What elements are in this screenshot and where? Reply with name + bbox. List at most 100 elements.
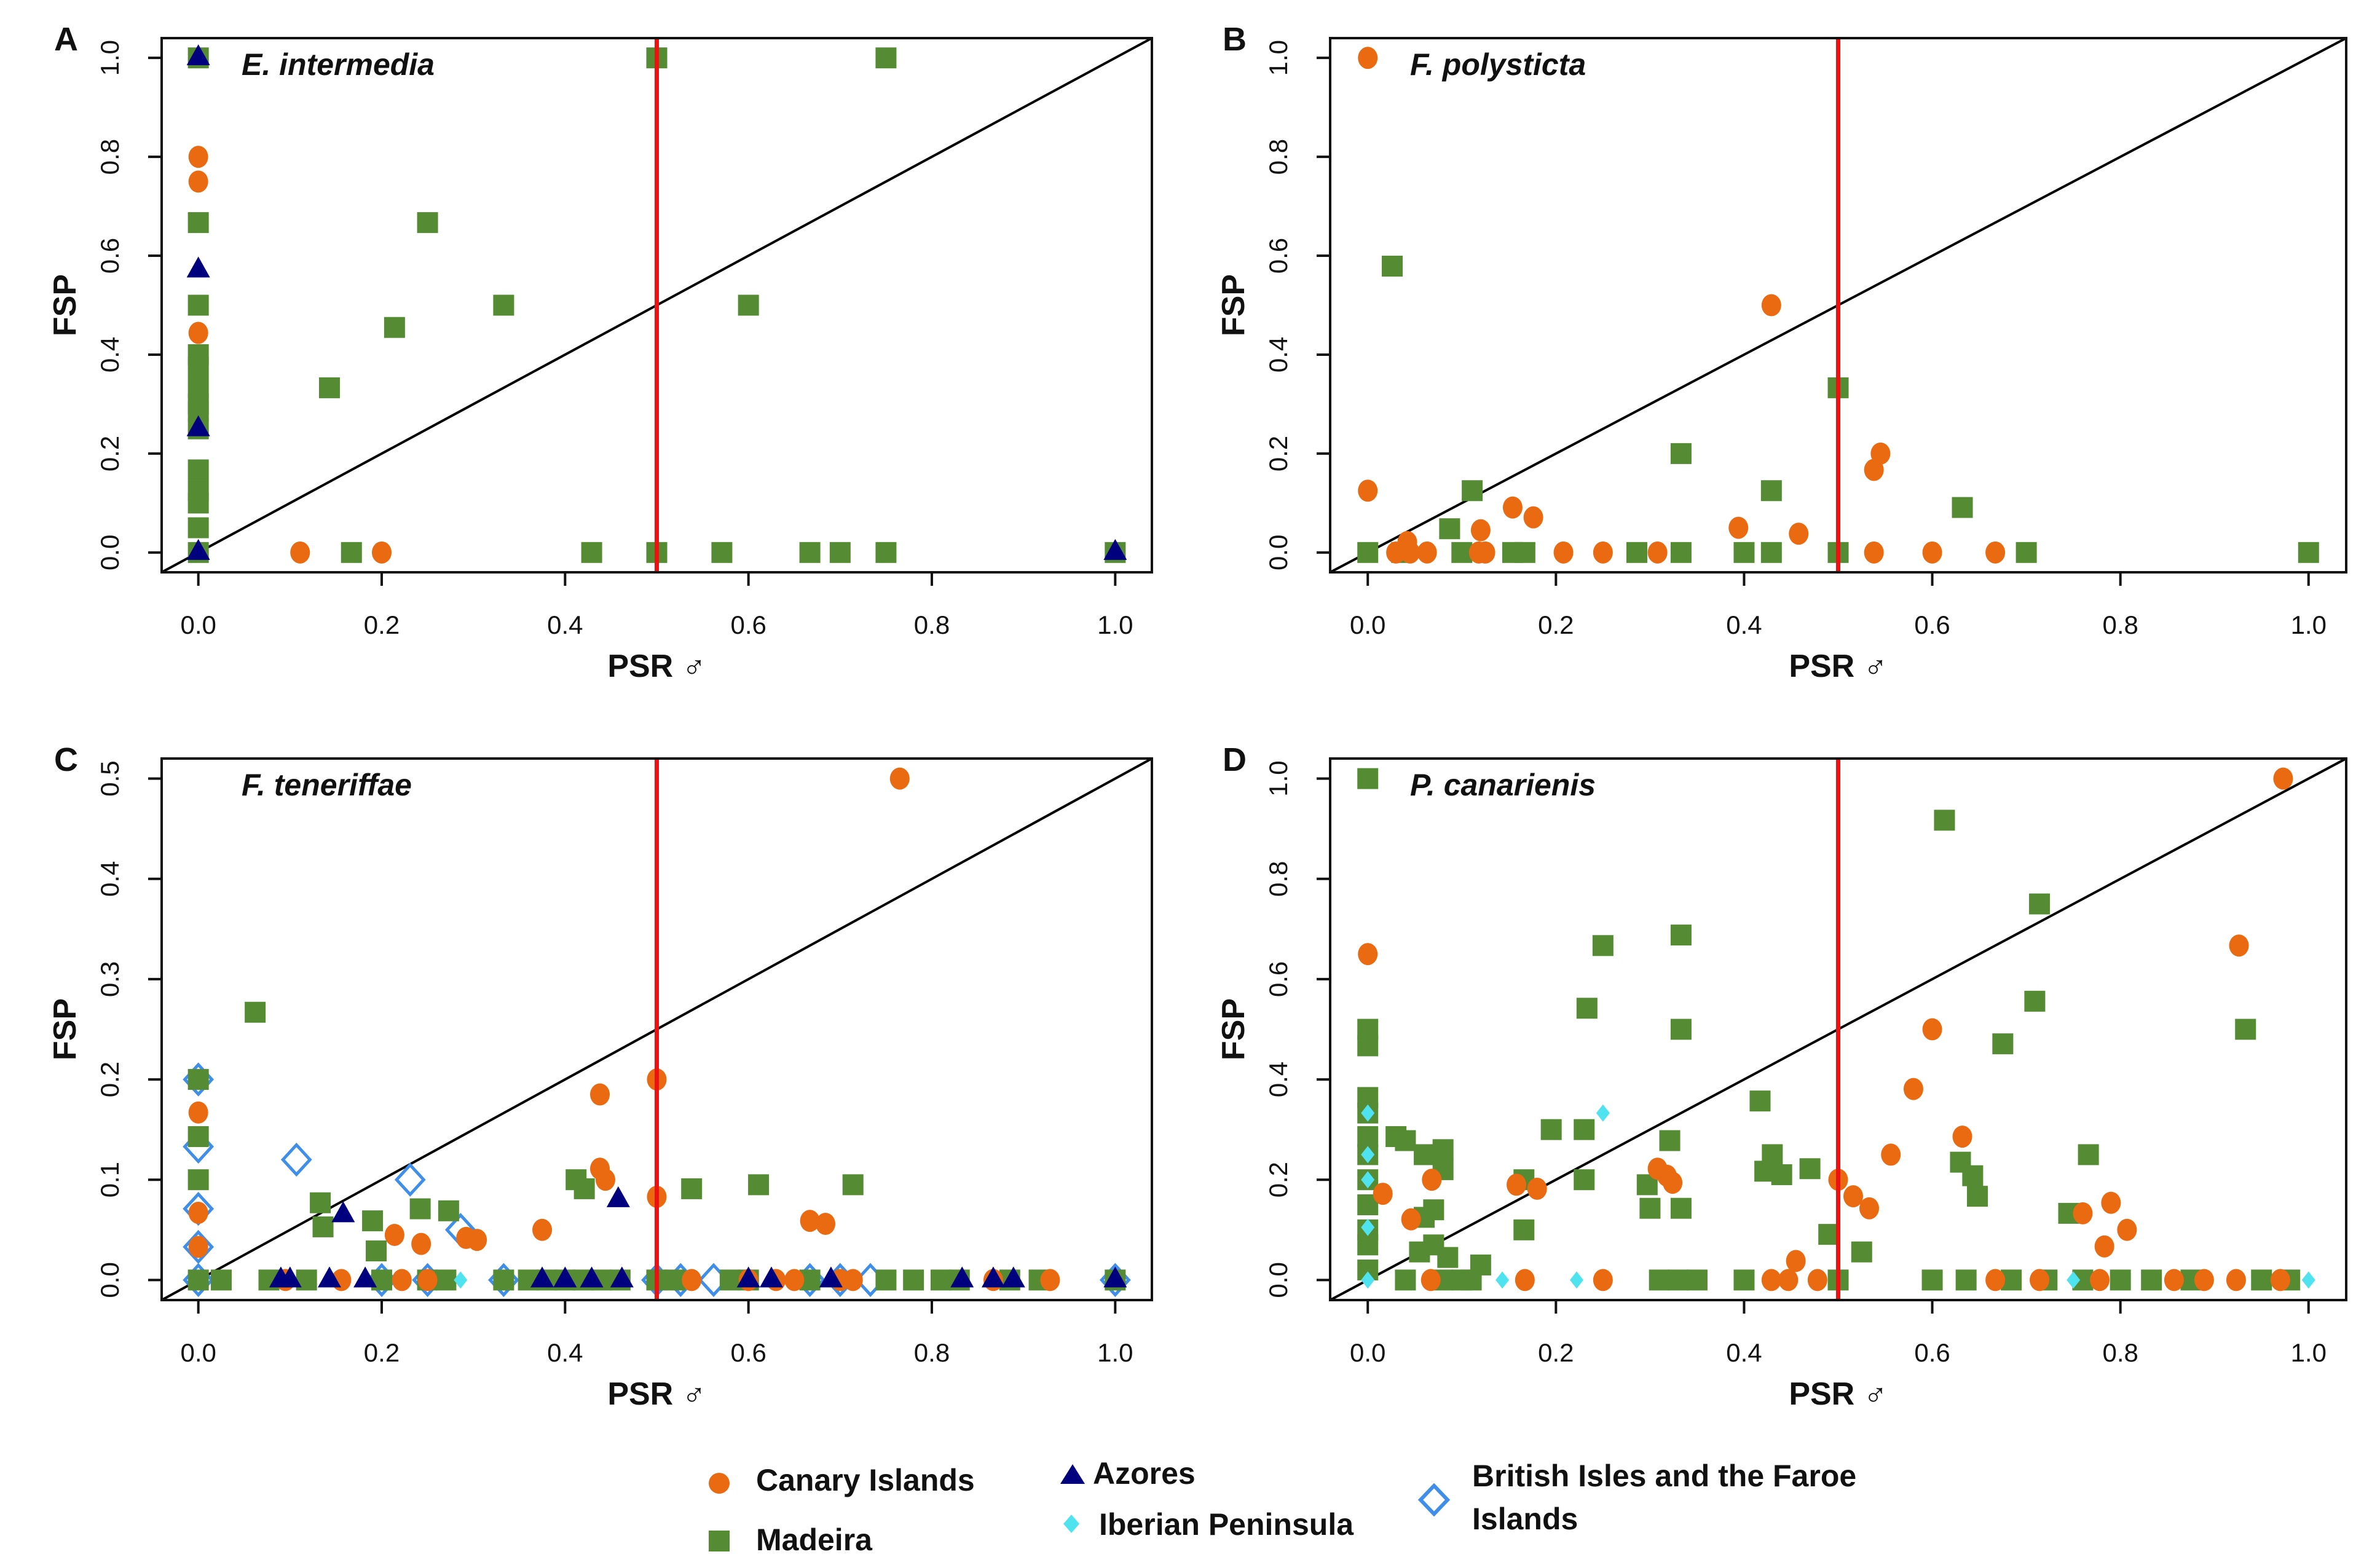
point-azores (736, 1266, 760, 1288)
point-canary (188, 146, 208, 168)
panel-d: 0.0 0.2 0.4 0.6 0.8 1.0 0.0 0.2 0.4 0.6 0.8 1.0 PSR … (1216, 741, 2347, 1412)
x-tick-label: 1.0 (2291, 1338, 2327, 1367)
point-iberian (2301, 1271, 2315, 1289)
point-azores (353, 1266, 377, 1288)
y-tick-label: 0.4 (1264, 1062, 1293, 1097)
point-canary (2101, 1191, 2121, 1214)
point-azores (331, 1201, 355, 1223)
y-tick-label: 0.0 (1264, 535, 1293, 570)
point-canary (800, 1210, 820, 1232)
point-canary (2030, 1269, 2050, 1291)
x-axis-label: PSR ♂ (607, 648, 706, 684)
x-tick-label: 1.0 (1097, 1338, 1133, 1367)
point-madeira (187, 1126, 209, 1148)
point-madeira (573, 1178, 595, 1199)
y-tick-label: 0.2 (95, 436, 124, 471)
point-canary (532, 1218, 553, 1241)
point-canary (1864, 459, 1884, 481)
point-madeira (875, 542, 897, 563)
y-tick-label: 0.0 (95, 535, 124, 570)
point-canary (1761, 1269, 1781, 1291)
point-madeira (2024, 990, 2046, 1012)
point-azores (1103, 1266, 1127, 1288)
point-canary (1761, 294, 1781, 317)
point-canary (1527, 1177, 1547, 1200)
point-canary (2094, 1235, 2114, 1258)
point-canary (2194, 1269, 2214, 1291)
point-canary (1903, 1078, 1923, 1100)
point-madeira (1639, 1197, 1661, 1219)
x-tick-label: 0.6 (1914, 610, 1950, 639)
point-canary (1843, 1185, 1863, 1208)
point-madeira (318, 377, 340, 398)
point-madeira (187, 357, 209, 378)
point-madeira (2251, 1269, 2272, 1291)
x-tick-label: 0.4 (547, 1338, 583, 1367)
point-madeira (1921, 1269, 1943, 1291)
point-madeira (187, 294, 209, 316)
x-tick-label: 0.4 (1726, 610, 1762, 639)
point-madeira (1357, 1234, 1379, 1256)
point-azores (606, 1186, 630, 1207)
point-madeira (711, 542, 733, 563)
y-tick-label: 0.6 (1264, 961, 1293, 997)
point-madeira (2016, 542, 2037, 563)
point-madeira (1395, 1130, 1416, 1151)
point-madeira (187, 1169, 209, 1191)
x-tick-label: 0.8 (914, 1338, 950, 1367)
point-canary (188, 1202, 208, 1224)
point-madeira (1967, 1186, 1988, 1207)
y-tick-label: 0.8 (1264, 139, 1293, 175)
point-madeira (903, 1269, 924, 1291)
point-canary (1470, 519, 1491, 542)
plot-area (162, 759, 1152, 1300)
x-tick-label: 0.8 (2102, 610, 2138, 639)
point-madeira (1439, 518, 1460, 540)
point-canary (1040, 1269, 1060, 1291)
point-madeira (1649, 1269, 1670, 1291)
point-canary (1553, 541, 1574, 564)
point-madeira (799, 542, 821, 563)
y-tick-label: 0.2 (95, 1062, 124, 1097)
point-canary (1502, 496, 1523, 519)
x-tick-label: 0.0 (180, 1338, 216, 1367)
y-tick-label: 0.8 (1264, 861, 1293, 897)
point-canary (889, 767, 910, 790)
point-canary (1859, 1197, 1880, 1220)
panel-b: 0.0 0.2 0.4 0.6 0.8 1.0 0.0 0.2 0.4 0.6 0.8 1.0 PSR … (1216, 21, 2347, 684)
panel-letter: B (1223, 21, 1247, 58)
y-tick-label: 0.0 (95, 1262, 124, 1298)
point-madeira (681, 1178, 703, 1199)
point-madeira (1409, 1241, 1430, 1263)
point-madeira (245, 1001, 266, 1023)
point-canary (188, 170, 208, 193)
point-canary (2089, 1269, 2110, 1291)
point-canary (1515, 1269, 1535, 1291)
plot-area (1330, 759, 2346, 1300)
point-madeira (1592, 935, 1614, 956)
point-azores (950, 1266, 974, 1288)
point-madeira (1952, 497, 1973, 518)
point-madeira (1395, 1269, 1416, 1291)
point-madeira (1955, 1269, 1977, 1291)
point-canary (392, 1269, 412, 1291)
point-british (183, 1229, 215, 1264)
point-canary (1373, 1183, 1393, 1205)
point-azores (819, 1266, 843, 1288)
point-madeira (2078, 1144, 2099, 1165)
point-madeira (1799, 1158, 1821, 1180)
point-canary (290, 541, 310, 564)
x-tick-label: 1.0 (1097, 610, 1133, 639)
point-azores (186, 415, 210, 436)
legend-label-madeira: Madeira (756, 1523, 873, 1557)
legend-marker-iberian (1063, 1515, 1079, 1533)
point-madeira (1992, 1033, 2014, 1055)
point-madeira (875, 47, 897, 69)
point-azores (186, 256, 210, 278)
x-tick-label: 0.6 (730, 1338, 766, 1367)
point-madeira (1670, 443, 1692, 464)
panel-letter: C (54, 741, 78, 778)
point-madeira (2029, 893, 2051, 915)
point-azores (1103, 538, 1127, 560)
